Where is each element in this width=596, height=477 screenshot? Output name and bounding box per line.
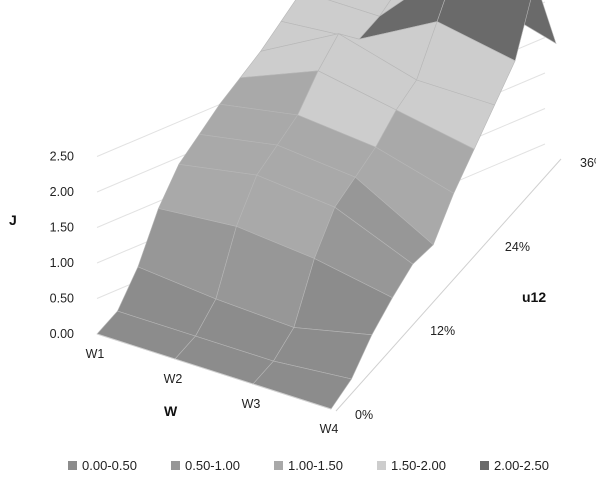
legend-swatch: [377, 461, 386, 470]
legend-swatch: [171, 461, 180, 470]
y-tick-label: 24%: [505, 240, 530, 254]
y-axis-line: [335, 158, 562, 412]
legend: 0.00-0.50 0.50-1.00 1.00-1.50 1.50-2.00 2.00…: [68, 458, 549, 473]
z-axis-title: J: [9, 212, 17, 228]
x-tick-label: W4: [320, 422, 339, 436]
legend-label: 2.00-2.50: [494, 458, 549, 473]
x-axis-line: [96, 333, 332, 410]
x-axis-title: W: [164, 403, 178, 419]
surface: [96, 0, 557, 410]
z-tick-label: 2.00: [50, 185, 74, 199]
x-tick-label: W2: [164, 372, 183, 386]
z-tick-label: 0.50: [50, 292, 74, 306]
z-tick-label: 1.00: [50, 256, 74, 270]
z-tick-label: 0.00: [50, 327, 74, 341]
z-tick-label: 2.50: [50, 150, 74, 164]
z-tick-label: 1.50: [50, 221, 74, 235]
legend-label: 0.00-0.50: [82, 458, 137, 473]
legend-label: 1.50-2.00: [391, 458, 446, 473]
y-tick-label: 12%: [430, 324, 455, 338]
floor-axes: [96, 158, 562, 412]
y-axis-title: u12: [522, 289, 546, 305]
legend-swatch: [68, 461, 77, 470]
legend-swatch: [480, 461, 489, 470]
x-tick-label: W1: [86, 347, 105, 361]
y-tick-label: 36%: [580, 156, 596, 170]
tick-labels: 0.00 0.50 1.00 1.50 2.00 2.50 W1 W2 W3 W4 0% 12% 24%…: [50, 150, 596, 437]
legend-swatch: [274, 461, 283, 470]
legend-label: 0.50-1.00: [185, 458, 240, 473]
legend-label: 1.00-1.50: [288, 458, 343, 473]
x-tick-label: W3: [242, 397, 261, 411]
y-tick-label: 0%: [355, 408, 373, 422]
